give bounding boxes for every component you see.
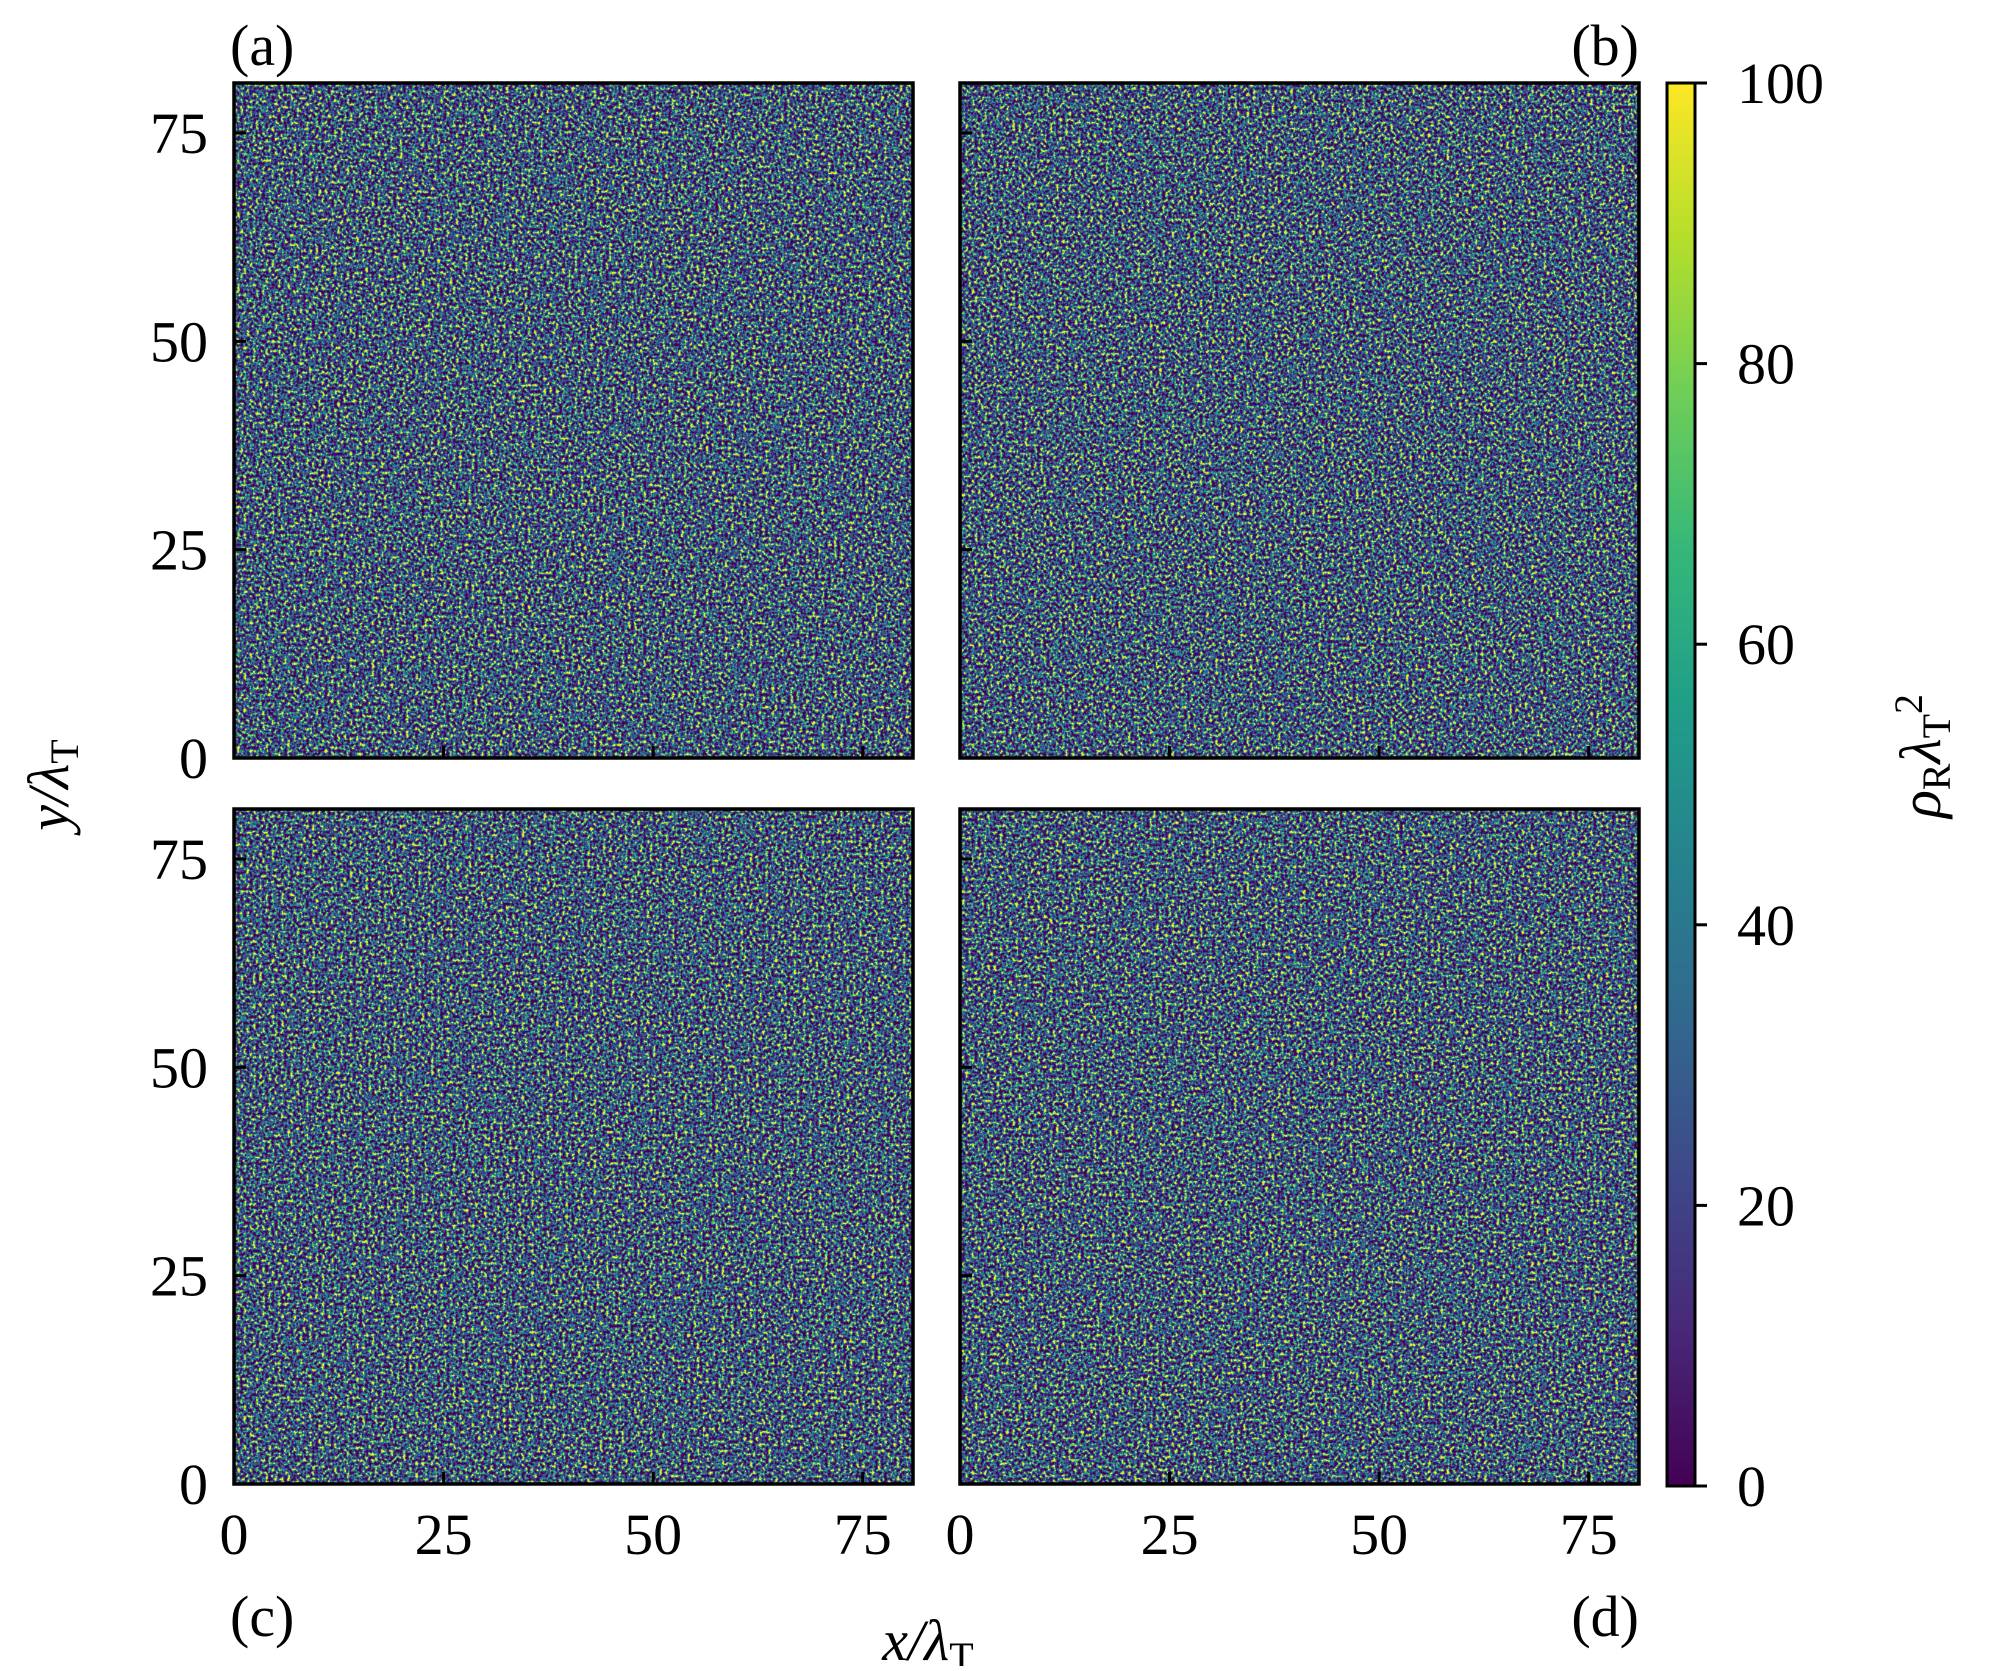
heatmap-image [234, 83, 913, 758]
x-tick-label: 0 [946, 1502, 975, 1567]
y-tick-label: 50 [150, 309, 208, 374]
x-tick-label: 75 [1560, 1502, 1618, 1567]
y-tick-label: 25 [150, 518, 208, 583]
colorbar-label-part: R [1914, 763, 1959, 790]
x-axis-label-part: T [949, 1634, 973, 1666]
colorbar-label: ρRλT2 [1886, 694, 1959, 820]
y-axis-label: y/λT [16, 739, 87, 835]
colorbar-tick-label: 20 [1737, 1173, 1795, 1238]
panel-label: (a) [230, 13, 294, 78]
panel: 0 25 50 75 [150, 81, 915, 791]
colorbar-tick-label: 100 [1737, 51, 1824, 116]
panel [958, 81, 1641, 760]
y-tick-label: 50 [150, 1035, 208, 1100]
heatmap-image [960, 809, 1639, 1484]
y-axis-label-part: T [42, 739, 87, 763]
panel-frame [958, 807, 1641, 1486]
x-tick-label: 50 [624, 1502, 682, 1567]
x-axis-label-part: x/λ [881, 1608, 949, 1666]
y-tick-label: 25 [150, 1244, 208, 1309]
panel-frame [958, 81, 1641, 760]
panel-frame [232, 807, 915, 1486]
colorbar-label-part: ρ [1888, 790, 1953, 820]
panel: 0 25 50 75 [946, 807, 1641, 1567]
colorbar-tick-label: 40 [1737, 893, 1795, 958]
y-tick-label: 75 [150, 827, 208, 892]
x-tick-label: 25 [1141, 1502, 1199, 1567]
heatmap-image [234, 809, 913, 1484]
colorbar-label-part: T [1914, 714, 1959, 738]
panel-label: (c) [230, 1584, 294, 1649]
colorbar-label-part: λ [1888, 738, 1953, 765]
panel-frame [232, 81, 915, 760]
heatmap-image [960, 83, 1639, 758]
panel-label: (b) [1571, 13, 1639, 78]
x-tick-label: 75 [834, 1502, 892, 1567]
colorbar-tick-label: 80 [1737, 332, 1795, 397]
colorbar-tick-label: 60 [1737, 612, 1795, 677]
y-tick-label: 75 [150, 101, 208, 166]
colorbar-tick-label: 0 [1737, 1454, 1766, 1519]
x-tick-label: 25 [415, 1502, 473, 1567]
x-tick-label: 0 [220, 1502, 249, 1567]
panel: 0 25 50 75 0 25 50 75 [150, 807, 915, 1567]
y-tick-label: 0 [179, 726, 208, 791]
x-axis-label: x/λT [881, 1608, 973, 1666]
colorbar [1665, 81, 1697, 1488]
y-tick-label: 0 [179, 1452, 208, 1517]
panel-label: (d) [1571, 1584, 1639, 1649]
x-tick-label: 50 [1350, 1502, 1408, 1567]
colorbar-label-part: 2 [1886, 694, 1931, 714]
y-axis-label-part: y/λ [16, 764, 81, 836]
